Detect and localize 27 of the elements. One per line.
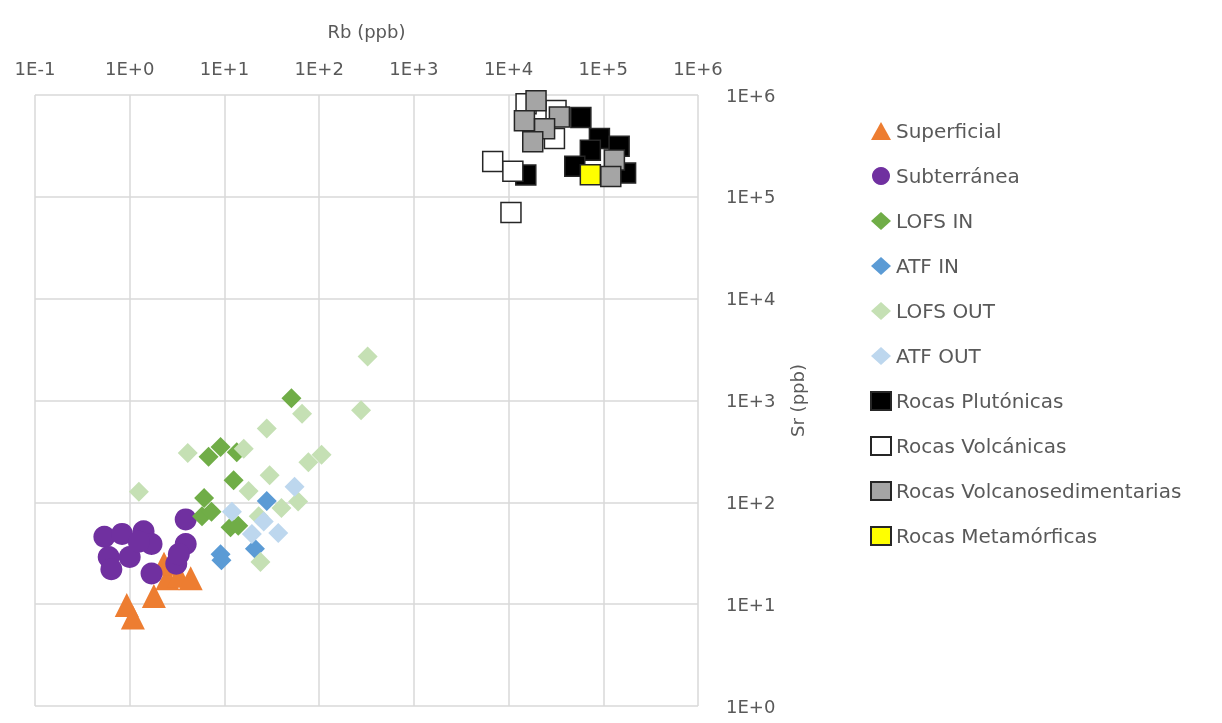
x-tick-label: 1E+0 (105, 57, 155, 79)
legend-label: Superficial (896, 119, 1002, 143)
x-tick-label: 1E+5 (578, 57, 628, 79)
legend-label: Rocas Volcanosedimentarias (896, 479, 1182, 503)
y-tick-label: 1E+2 (726, 491, 776, 513)
x-tick-label: 1E+4 (483, 57, 534, 79)
x-tick-label: 1E+3 (389, 57, 439, 79)
y-axis-title: Sr (ppb) (786, 364, 808, 437)
x-tick-label: 1E+2 (294, 57, 344, 79)
legend-label: LOFS IN (896, 209, 974, 233)
y-tick-label: 1E+4 (726, 288, 776, 310)
legend-label: Rocas Plutónicas (896, 389, 1064, 413)
y-tick-label: 1E+5 (726, 186, 776, 208)
legend-label: ATF IN (896, 254, 960, 278)
x-tick-label: 1E+6 (673, 57, 723, 79)
y-tick-label: 1E+1 (726, 593, 776, 615)
y-tick-label: 1E+3 (726, 390, 776, 411)
legend-label: Subterránea (896, 164, 1020, 188)
x-tick-label: 1E-1 (14, 57, 56, 79)
legend-label: Rocas Volcánicas (896, 434, 1067, 458)
legend-label: LOFS OUT (896, 299, 996, 323)
x-axis-title: Rb (ppb) (327, 20, 406, 42)
y-tick-label: 1E+6 (726, 84, 776, 106)
y-tick-label: 1E+0 (726, 695, 776, 717)
legend-label: Rocas Metamórficas (896, 524, 1098, 548)
x-tick-label: 1E+1 (199, 57, 250, 79)
legend-label: ATF OUT (896, 344, 982, 368)
